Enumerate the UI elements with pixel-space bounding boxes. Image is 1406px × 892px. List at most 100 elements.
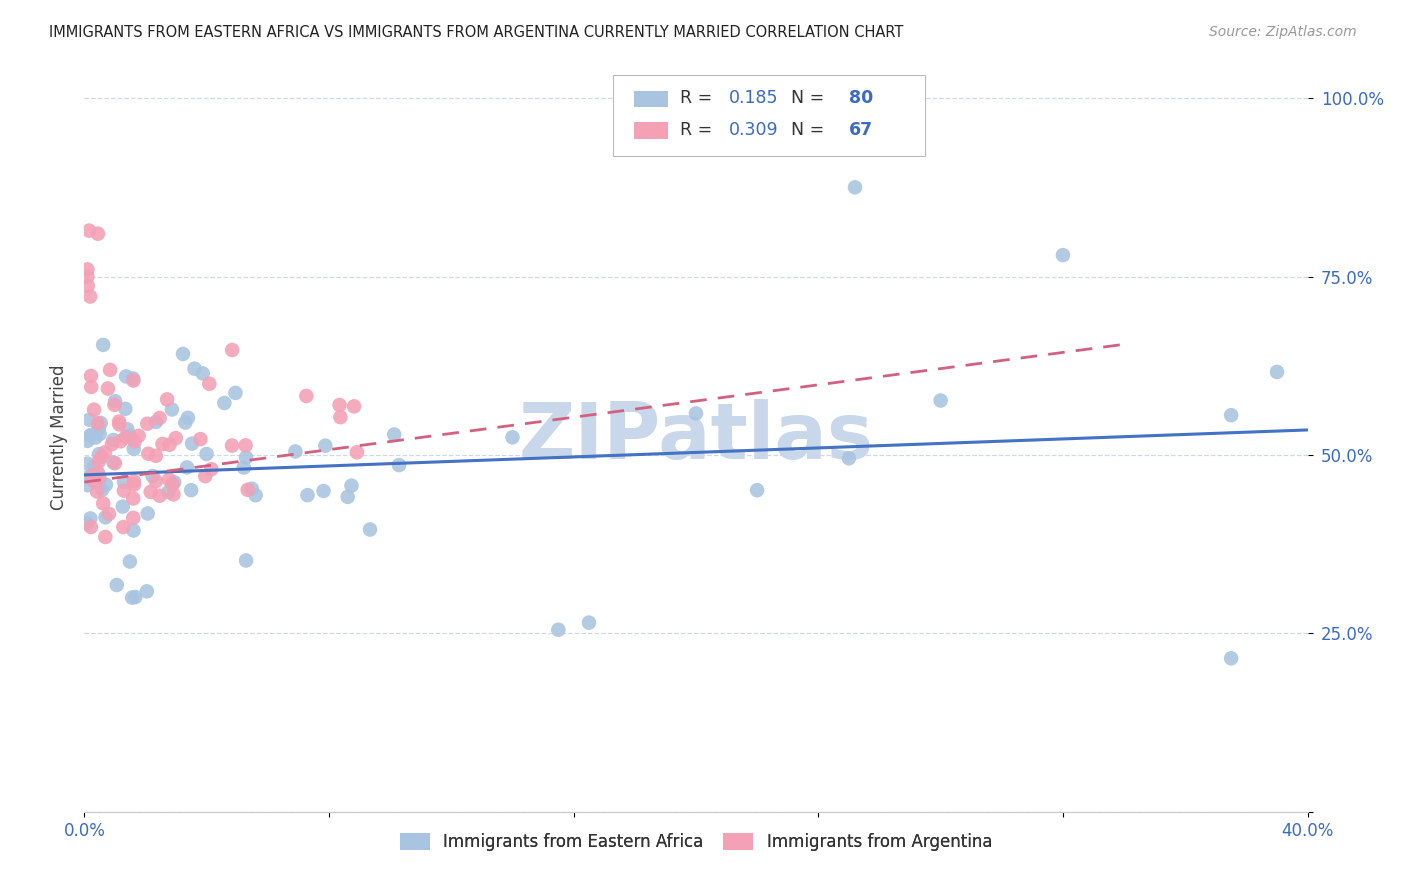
Point [388,458,411,472]
Point [136,447,159,461]
Point [79,289,101,303]
Point [156,392,179,407]
Point [502,430,524,444]
Point [87,466,110,480]
Point [112,483,135,498]
Point [79,429,101,443]
Point [221,439,243,453]
Point [83,460,105,475]
Point [346,445,368,459]
Point [79,511,101,525]
Point [103,433,125,447]
Point [145,449,167,463]
Point [89,427,111,442]
Point [82,468,104,483]
Point [103,398,125,412]
Point [240,482,263,496]
Point [87,454,110,468]
Point [1052,248,1074,262]
Point [181,436,204,450]
Point [685,407,707,421]
Point [235,553,257,567]
Point [112,520,135,534]
Point [578,615,600,630]
Point [76,278,98,293]
Point [314,439,336,453]
Point [747,483,769,498]
Point [84,431,107,445]
Point [76,434,98,448]
Point [80,520,103,534]
Point [124,590,146,604]
Point [122,474,145,488]
Point [111,500,134,514]
Point [90,450,112,464]
Point [76,269,98,284]
Point [89,471,111,485]
Point [115,369,138,384]
Point [112,475,135,490]
Point [159,438,181,452]
Point [163,475,186,490]
Point [76,470,98,484]
Point [77,224,100,238]
Text: 80: 80 [849,89,873,107]
Point [91,496,114,510]
Point [76,478,98,492]
Point [142,469,165,483]
Point [117,422,139,436]
Point [83,475,105,489]
Point [91,483,114,497]
Point [122,511,145,525]
Point [547,623,569,637]
Text: R =: R = [681,121,718,139]
Point [103,455,125,469]
Point [94,530,117,544]
Point [235,438,257,452]
Point [329,410,352,425]
Text: 0.185: 0.185 [728,89,779,107]
Point [136,507,159,521]
Point [87,447,110,461]
Point [312,483,335,498]
FancyBboxPatch shape [613,75,925,156]
Point [94,477,117,491]
Point [343,400,366,414]
Point [172,347,194,361]
Point [122,477,145,491]
Point [145,474,167,488]
Point [108,417,131,432]
Point [929,393,952,408]
Point [236,483,259,497]
Point [124,434,146,449]
Point [235,450,257,465]
Point [1220,408,1243,422]
Point [76,516,98,531]
Point [844,180,866,194]
Point [200,462,222,476]
FancyBboxPatch shape [634,91,668,107]
Text: Source: ZipAtlas.com: Source: ZipAtlas.com [1209,25,1357,39]
Point [122,374,145,388]
Point [284,444,307,458]
Point [328,398,350,412]
Point [80,369,103,384]
Point [136,417,159,431]
Text: IMMIGRANTS FROM EASTERN AFRICA VS IMMIGRANTS FROM ARGENTINA CURRENTLY MARRIED CO: IMMIGRANTS FROM EASTERN AFRICA VS IMMIGR… [49,25,904,40]
Point [198,376,221,391]
Point [104,394,127,409]
Point [115,430,138,444]
Point [83,402,105,417]
Point [149,489,172,503]
Point [128,429,150,443]
Point [101,437,124,451]
Point [190,432,212,446]
Point [118,555,141,569]
Point [359,523,381,537]
Point [295,389,318,403]
Point [180,483,202,498]
Text: 67: 67 [849,121,873,139]
Point [162,487,184,501]
Text: ZIPatlas: ZIPatlas [519,399,873,475]
Point [122,491,145,506]
